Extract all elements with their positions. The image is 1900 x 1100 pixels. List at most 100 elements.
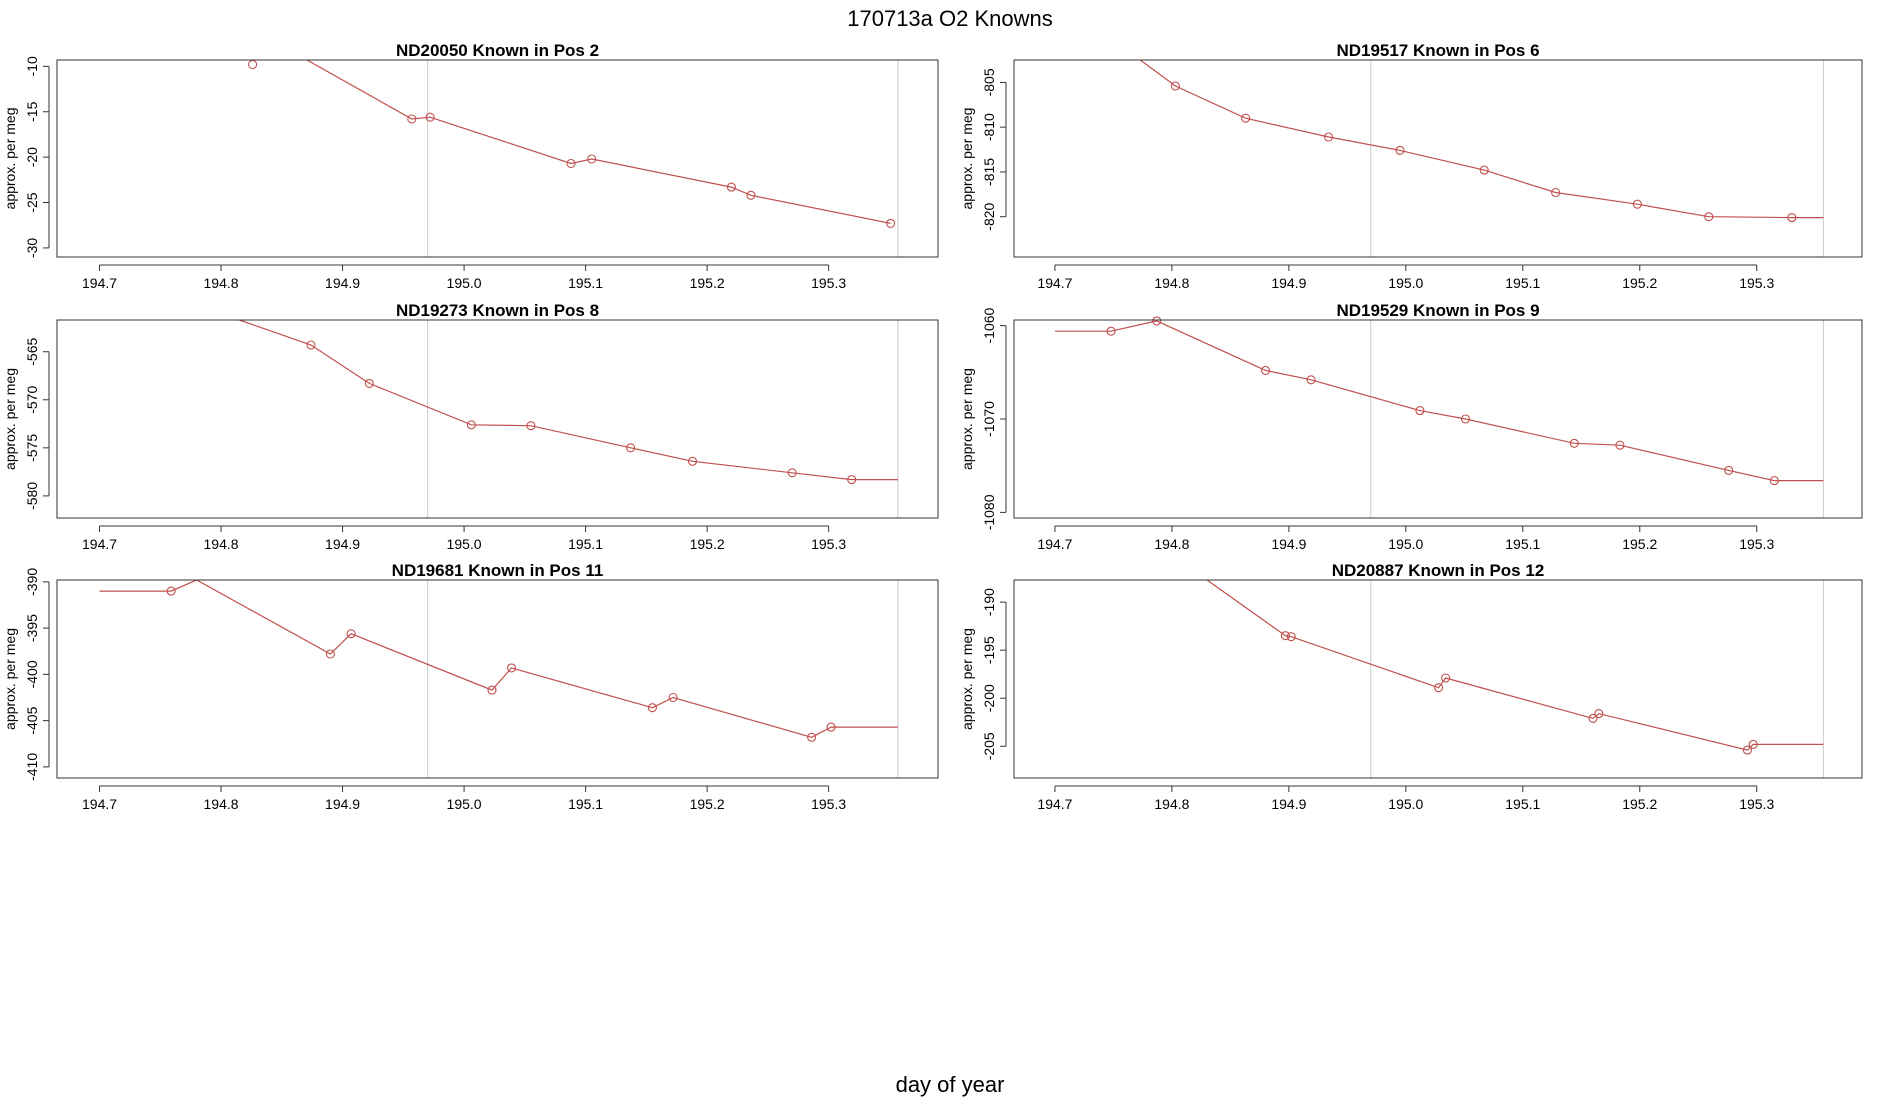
x-tick-label: 194.9 (325, 275, 360, 291)
data-point (746, 190, 756, 200)
plot-frame (56, 59, 939, 258)
y-tick-label: -390 (24, 568, 40, 596)
x-tick-label: 195.3 (811, 275, 846, 291)
y-axis-title: approx. per meg (2, 628, 18, 730)
x-axis: 194.7 194.8 194.9 195.0 195.1 195.2 195.3 (82, 785, 846, 812)
x-axis-title: day of year (896, 1072, 1005, 1097)
x-tick-label: 195.2 (1622, 275, 1657, 291)
data-point (1286, 632, 1296, 642)
data-point (1748, 739, 1758, 749)
data-point (1787, 213, 1797, 223)
y-tick-label: -565 (24, 337, 40, 365)
panel-title: ND19529 Known in Pos 9 (1336, 301, 1539, 320)
y-axis-title: approx. per meg (2, 368, 18, 470)
data-point (668, 692, 678, 703)
data-point (1280, 631, 1290, 641)
x-tick-label: 195.1 (568, 796, 603, 812)
x-tick-label: 194.9 (1271, 275, 1306, 291)
data-point (364, 378, 374, 388)
figure-title: 170713a O2 Knowns (847, 6, 1053, 31)
x-tick-label: 195.1 (568, 275, 603, 291)
x-axis: 194.7 194.8 194.9 195.0 195.1 195.2 195.3 (1037, 785, 1774, 812)
x-tick-label: 194.8 (1154, 796, 1189, 812)
series-line (1139, 60, 1824, 219)
x-tick-label: 195.2 (1622, 796, 1657, 812)
data-point (1441, 673, 1451, 683)
data-point (1742, 745, 1752, 755)
x-axis: 194.7 194.8 194.9 195.0 195.1 195.2 195.3 (1037, 525, 1774, 552)
y-tick-label: -25 (24, 192, 40, 212)
y-tick-label: -205 (981, 732, 997, 760)
data-point (1152, 316, 1162, 326)
y-tick-label: -200 (981, 684, 997, 712)
x-tick-label: 195.1 (1505, 536, 1540, 552)
x-tick-label: 195.3 (1739, 536, 1774, 552)
plot-frame (1013, 319, 1863, 519)
plot-frame (56, 319, 939, 519)
y-axis-title: approx. per meg (2, 108, 18, 210)
y-tick-label: -575 (24, 434, 40, 462)
data-point (466, 420, 476, 430)
chart-panel-1: ND20050 Known in Pos 2 194.7 194.8 194.9 195… (2, 41, 939, 291)
y-axis: -805 -810 -815 -820 approx. per meg (959, 68, 1007, 231)
data-point (1434, 683, 1444, 693)
chart-panel-4: ND19529 Known in Pos 9 194.7 194.8 194.9 195… (959, 301, 1863, 552)
x-tick-label: 194.8 (1154, 536, 1189, 552)
x-tick-label: 194.7 (1037, 536, 1072, 552)
y-tick-label: -195 (981, 636, 997, 664)
data-point (1460, 414, 1471, 424)
y-axis: -565 -570 -575 -580 approx. per meg (2, 337, 50, 510)
y-tick-label: -580 (24, 482, 40, 510)
data-point (647, 703, 657, 713)
data-point (1170, 81, 1180, 91)
x-tick-label: 194.8 (204, 275, 239, 291)
y-axis: -10 -15 -20 -25 -30 approx. per meg (2, 56, 50, 258)
x-tick-label: 194.8 (204, 796, 239, 812)
y-tick-label: -20 (24, 147, 40, 167)
data-point (1769, 476, 1779, 486)
x-tick-label: 194.7 (82, 536, 117, 552)
y-tick-label: -190 (981, 588, 997, 616)
y-tick-label: -405 (24, 706, 40, 734)
data-point (1260, 365, 1271, 375)
x-tick-label: 194.9 (1271, 536, 1306, 552)
y-tick-label: -10 (24, 56, 40, 76)
x-axis: 194.7 194.8 194.9 195.0 195.1 195.2 195.3 (82, 264, 846, 291)
series-line (305, 60, 891, 224)
data-point (1106, 326, 1116, 336)
data-point (506, 663, 517, 673)
x-tick-label: 195.0 (1388, 275, 1423, 291)
panels-group: ND20050 Known in Pos 2 194.7 194.8 194.9 195… (2, 41, 1863, 812)
x-tick-label: 194.9 (325, 536, 360, 552)
y-axis: -1060 -1070 -1080 approx. per meg (959, 307, 1007, 530)
data-point (1632, 199, 1642, 209)
x-tick-label: 195.2 (690, 536, 725, 552)
panel-title: ND19273 Known in Pos 8 (396, 301, 599, 320)
x-tick-label: 195.0 (1388, 536, 1423, 552)
y-tick-label: -810 (981, 113, 997, 141)
y-tick-label: -805 (981, 68, 997, 96)
data-point (886, 218, 896, 228)
data-point (1324, 132, 1334, 142)
data-point (526, 421, 536, 431)
x-tick-label: 194.7 (82, 796, 117, 812)
data-point (826, 722, 836, 732)
y-tick-label: -400 (24, 660, 40, 688)
data-point (687, 456, 698, 466)
x-tick-label: 195.3 (1739, 796, 1774, 812)
x-tick-label: 195.2 (690, 275, 725, 291)
chart-panel-2: ND19517 Known in Pos 6 194.7 194.8 194.9 195… (959, 41, 1863, 291)
data-point (1479, 165, 1489, 175)
y-tick-label: -815 (981, 158, 997, 186)
data-point (346, 629, 356, 639)
data-point (1241, 113, 1251, 123)
data-point (1551, 187, 1561, 198)
x-tick-label: 195.0 (1388, 796, 1423, 812)
x-tick-label: 195.0 (447, 275, 482, 291)
data-point (1594, 709, 1604, 719)
data-point (1395, 145, 1405, 155)
x-tick-label: 194.8 (1154, 275, 1189, 291)
